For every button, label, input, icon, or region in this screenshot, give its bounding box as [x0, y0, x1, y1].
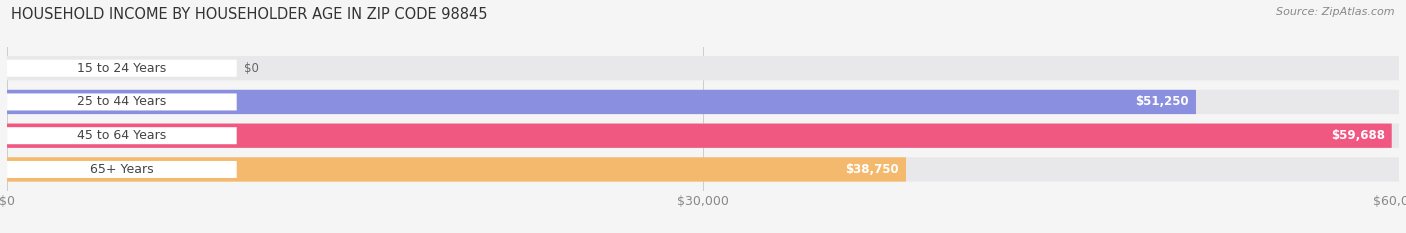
- Text: $0: $0: [243, 62, 259, 75]
- FancyBboxPatch shape: [7, 157, 905, 182]
- FancyBboxPatch shape: [7, 93, 236, 110]
- FancyBboxPatch shape: [7, 127, 236, 144]
- FancyBboxPatch shape: [7, 60, 236, 77]
- Text: Source: ZipAtlas.com: Source: ZipAtlas.com: [1277, 7, 1395, 17]
- Text: 45 to 64 Years: 45 to 64 Years: [77, 129, 166, 142]
- FancyBboxPatch shape: [7, 90, 1197, 114]
- Text: 15 to 24 Years: 15 to 24 Years: [77, 62, 166, 75]
- FancyBboxPatch shape: [7, 123, 1399, 148]
- Text: $51,250: $51,250: [1136, 96, 1189, 108]
- FancyBboxPatch shape: [7, 161, 236, 178]
- Text: 65+ Years: 65+ Years: [90, 163, 153, 176]
- Text: $38,750: $38,750: [845, 163, 898, 176]
- FancyBboxPatch shape: [7, 157, 1399, 182]
- FancyBboxPatch shape: [7, 90, 1399, 114]
- FancyBboxPatch shape: [7, 123, 1392, 148]
- FancyBboxPatch shape: [7, 56, 1399, 80]
- Text: $59,688: $59,688: [1330, 129, 1385, 142]
- Text: HOUSEHOLD INCOME BY HOUSEHOLDER AGE IN ZIP CODE 98845: HOUSEHOLD INCOME BY HOUSEHOLDER AGE IN Z…: [11, 7, 488, 22]
- Text: 25 to 44 Years: 25 to 44 Years: [77, 96, 166, 108]
